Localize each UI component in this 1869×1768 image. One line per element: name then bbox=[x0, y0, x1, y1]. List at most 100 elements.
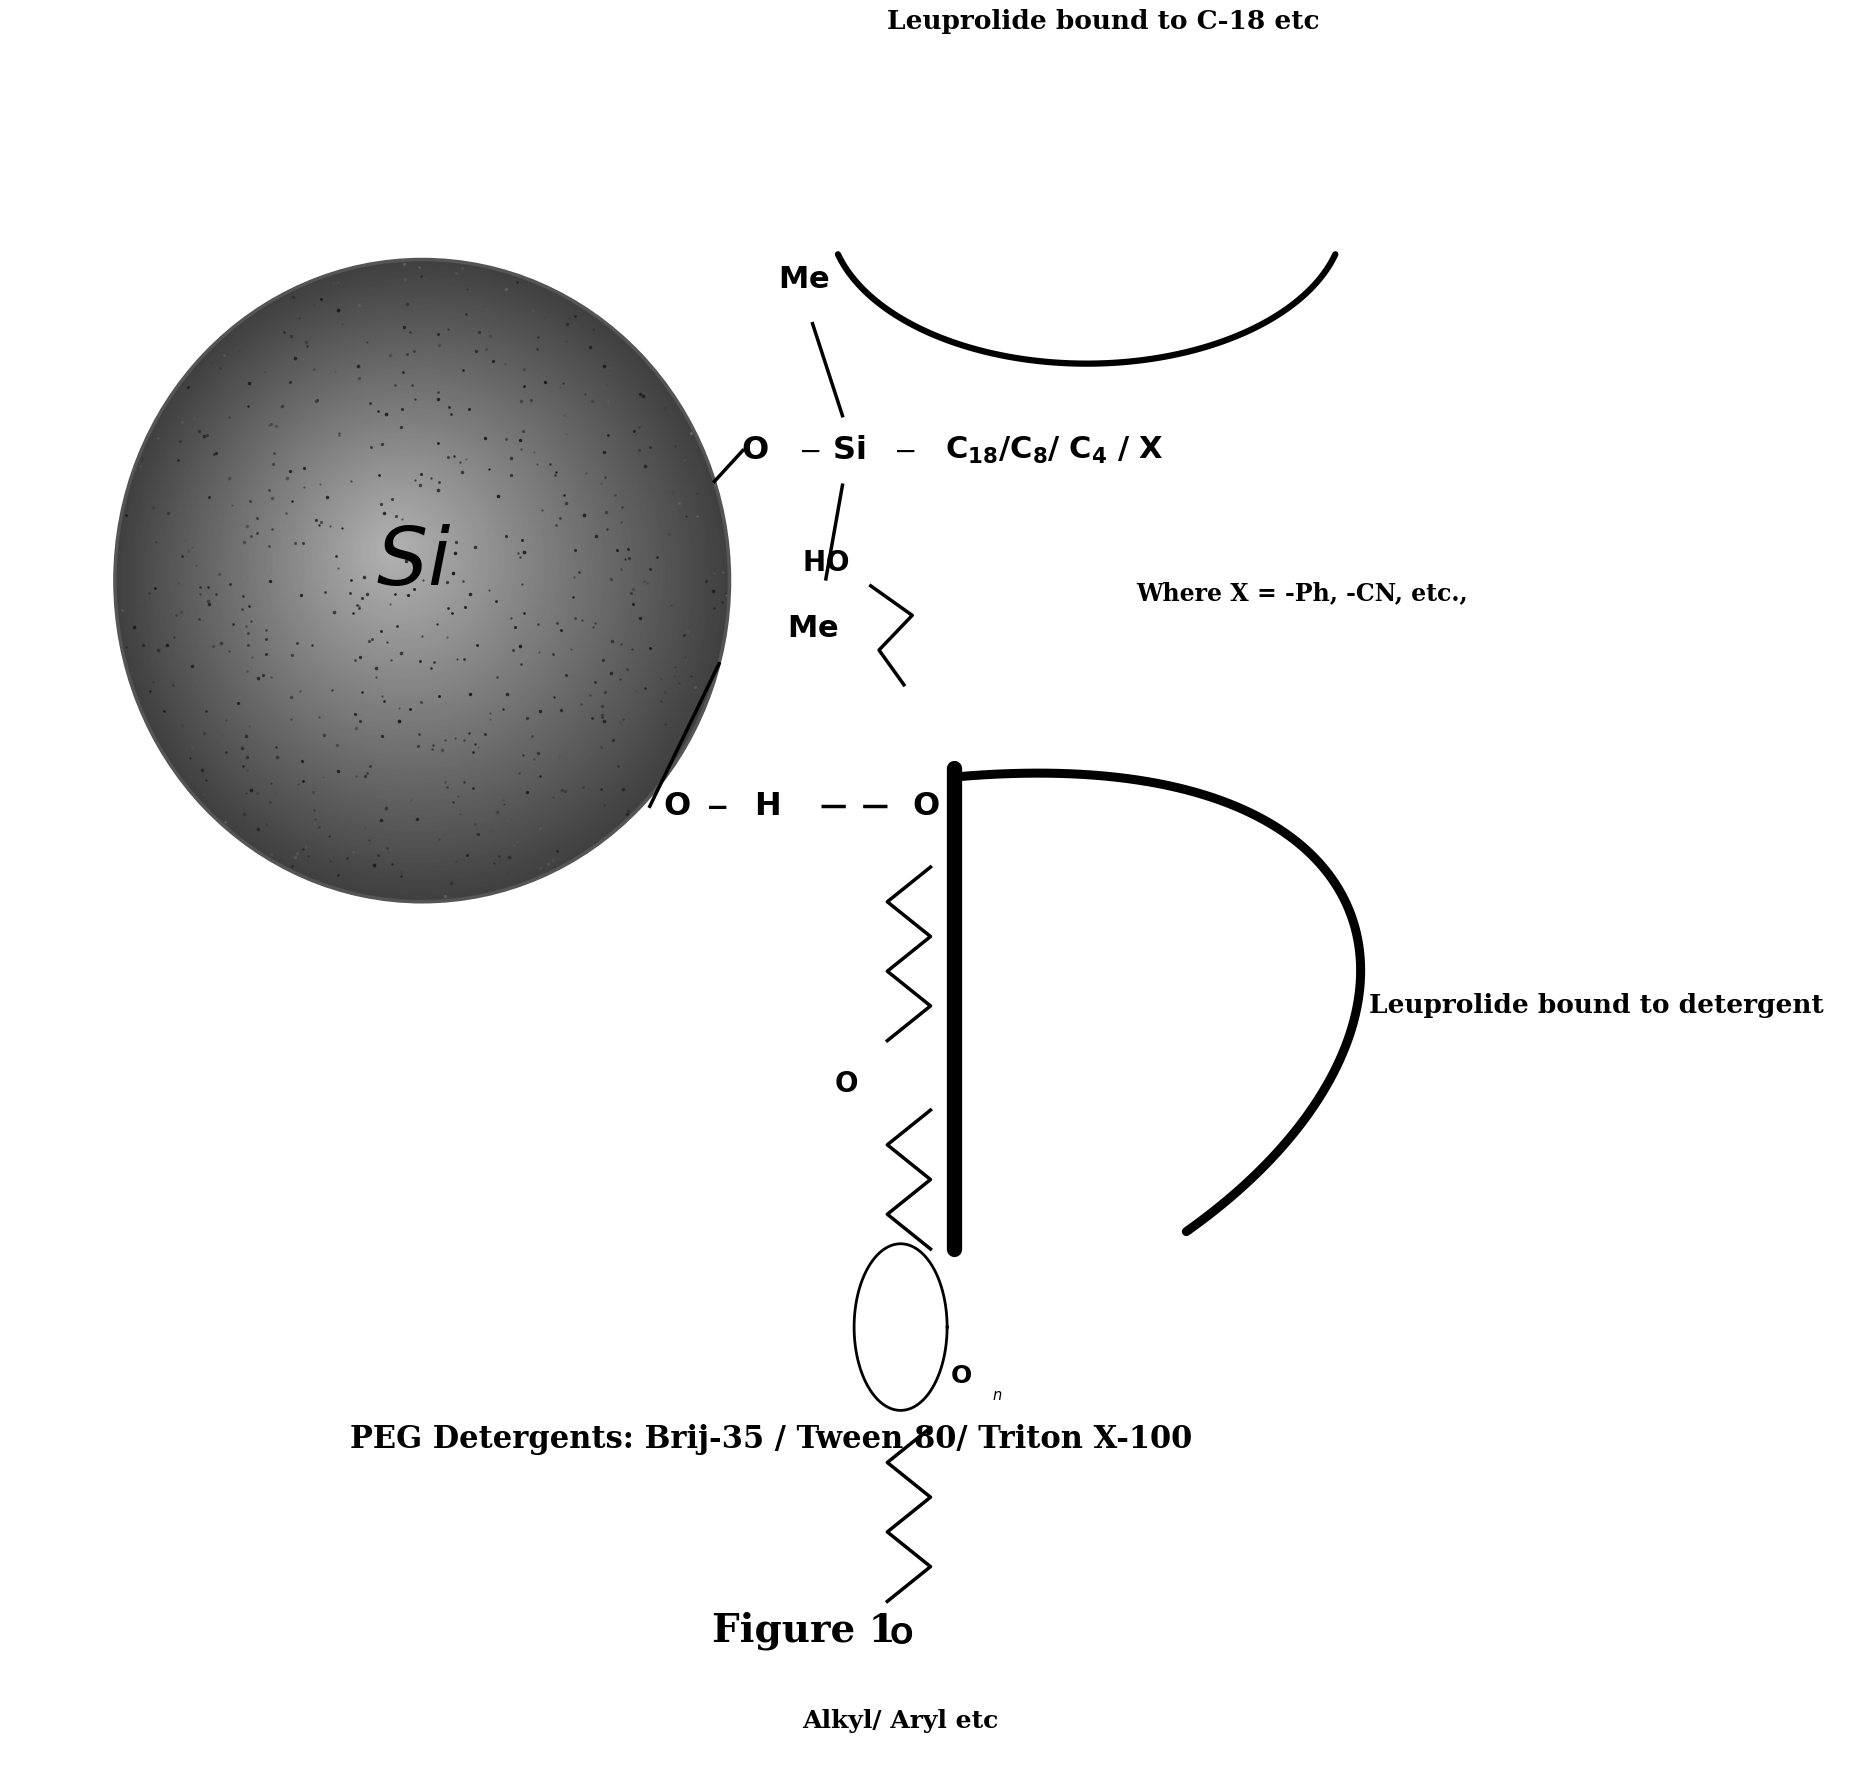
Circle shape bbox=[222, 371, 598, 766]
Circle shape bbox=[125, 271, 718, 889]
Circle shape bbox=[364, 520, 426, 585]
Circle shape bbox=[133, 278, 708, 880]
Circle shape bbox=[234, 382, 587, 751]
Text: Leuprolide bound to C-18 etc: Leuprolide bound to C-18 etc bbox=[888, 9, 1320, 34]
Circle shape bbox=[202, 350, 624, 792]
Text: $\it{Si}$: $\it{Si}$ bbox=[376, 525, 452, 603]
Circle shape bbox=[381, 539, 406, 562]
Circle shape bbox=[247, 398, 570, 734]
Circle shape bbox=[271, 423, 540, 704]
Circle shape bbox=[150, 295, 688, 857]
Circle shape bbox=[307, 458, 497, 659]
Circle shape bbox=[187, 336, 641, 810]
Circle shape bbox=[378, 536, 409, 568]
Text: Figure 1: Figure 1 bbox=[712, 1612, 895, 1650]
Circle shape bbox=[254, 405, 561, 725]
Text: $\mathbf{O}$: $\mathbf{O}$ bbox=[663, 790, 692, 822]
Circle shape bbox=[211, 361, 611, 778]
Text: Leuprolide bound to detergent: Leuprolide bound to detergent bbox=[1368, 994, 1824, 1018]
Circle shape bbox=[316, 470, 486, 647]
Circle shape bbox=[206, 354, 621, 787]
Circle shape bbox=[340, 495, 456, 615]
Text: $\mathbf{O}$: $\mathbf{O}$ bbox=[912, 790, 940, 822]
Circle shape bbox=[129, 274, 712, 884]
Circle shape bbox=[250, 401, 564, 730]
Circle shape bbox=[348, 502, 447, 606]
Text: $_n$: $_n$ bbox=[992, 1383, 1002, 1404]
Circle shape bbox=[389, 546, 396, 553]
Circle shape bbox=[142, 288, 695, 866]
Circle shape bbox=[114, 260, 729, 902]
Text: $\mathbf{O}$: $\mathbf{O}$ bbox=[951, 1363, 972, 1388]
Text: $\mathbf{Si}$: $\mathbf{Si}$ bbox=[832, 435, 865, 467]
Circle shape bbox=[166, 315, 665, 836]
Circle shape bbox=[239, 391, 578, 743]
Circle shape bbox=[267, 419, 544, 707]
Circle shape bbox=[264, 415, 548, 713]
Circle shape bbox=[209, 357, 615, 783]
Circle shape bbox=[157, 302, 678, 849]
Text: $\mathbf{HO}$: $\mathbf{HO}$ bbox=[802, 550, 849, 578]
Circle shape bbox=[243, 394, 574, 739]
Text: $\mathbf{C_{18}}$$\mathbf{/C_8/\ C_4\ /\ X}$: $\mathbf{C_{18}}$$\mathbf{/C_8/\ C_4\ /\… bbox=[946, 435, 1164, 467]
Text: $\mathbf{O}$: $\mathbf{O}$ bbox=[834, 1070, 858, 1098]
Circle shape bbox=[292, 444, 514, 677]
Circle shape bbox=[161, 306, 675, 845]
Circle shape bbox=[118, 263, 725, 898]
Circle shape bbox=[357, 513, 434, 594]
Text: $\mathbf{Me}$: $\mathbf{Me}$ bbox=[779, 265, 830, 293]
Circle shape bbox=[282, 433, 527, 690]
Circle shape bbox=[372, 527, 417, 576]
Circle shape bbox=[308, 463, 493, 656]
Circle shape bbox=[361, 516, 430, 589]
Circle shape bbox=[153, 299, 684, 854]
Circle shape bbox=[336, 492, 460, 621]
Circle shape bbox=[299, 451, 506, 668]
Circle shape bbox=[178, 325, 654, 822]
Circle shape bbox=[215, 364, 607, 774]
Circle shape bbox=[320, 474, 480, 642]
Circle shape bbox=[351, 506, 443, 603]
Text: PEG Detergents: Brij-35 / Tween 80/ Triton X-100: PEG Detergents: Brij-35 / Tween 80/ Trit… bbox=[350, 1425, 1192, 1455]
Circle shape bbox=[275, 426, 536, 698]
Circle shape bbox=[121, 267, 721, 893]
Circle shape bbox=[368, 523, 422, 580]
Circle shape bbox=[353, 509, 439, 598]
Text: Alkyl/ Aryl etc: Alkyl/ Aryl etc bbox=[802, 1710, 998, 1733]
Circle shape bbox=[258, 408, 557, 721]
Circle shape bbox=[284, 437, 523, 686]
Text: $\mathbf{O}$: $\mathbf{O}$ bbox=[888, 1621, 912, 1650]
Circle shape bbox=[194, 343, 632, 801]
Circle shape bbox=[323, 477, 477, 638]
Text: $-$: $-$ bbox=[893, 437, 916, 465]
Text: Where X = -Ph, -CN, etc.,: Where X = -Ph, -CN, etc., bbox=[1136, 580, 1469, 605]
Circle shape bbox=[385, 543, 400, 559]
Circle shape bbox=[136, 281, 705, 875]
Circle shape bbox=[303, 454, 503, 665]
Circle shape bbox=[288, 440, 520, 681]
Circle shape bbox=[278, 430, 531, 695]
Circle shape bbox=[170, 318, 662, 831]
Circle shape bbox=[219, 368, 604, 769]
Circle shape bbox=[376, 530, 413, 571]
Circle shape bbox=[235, 387, 581, 748]
Circle shape bbox=[146, 292, 692, 863]
Circle shape bbox=[260, 412, 553, 716]
Circle shape bbox=[185, 332, 645, 813]
Text: $\mathbf{Me}$: $\mathbf{Me}$ bbox=[787, 613, 839, 642]
Circle shape bbox=[344, 499, 450, 612]
Circle shape bbox=[181, 329, 649, 819]
Circle shape bbox=[312, 467, 490, 651]
Text: $-$: $-$ bbox=[798, 437, 820, 465]
Circle shape bbox=[191, 339, 637, 804]
Text: $\mathbf{O}$: $\mathbf{O}$ bbox=[740, 435, 768, 467]
Circle shape bbox=[174, 322, 658, 827]
Text: $\mathbf{-}$: $\mathbf{-}$ bbox=[705, 792, 727, 820]
Circle shape bbox=[333, 488, 464, 624]
Text: $\mathbf{H}$: $\mathbf{H}$ bbox=[755, 790, 779, 822]
Circle shape bbox=[295, 447, 510, 672]
Circle shape bbox=[226, 375, 594, 760]
Circle shape bbox=[327, 481, 473, 633]
Circle shape bbox=[163, 309, 671, 840]
Circle shape bbox=[230, 378, 591, 757]
